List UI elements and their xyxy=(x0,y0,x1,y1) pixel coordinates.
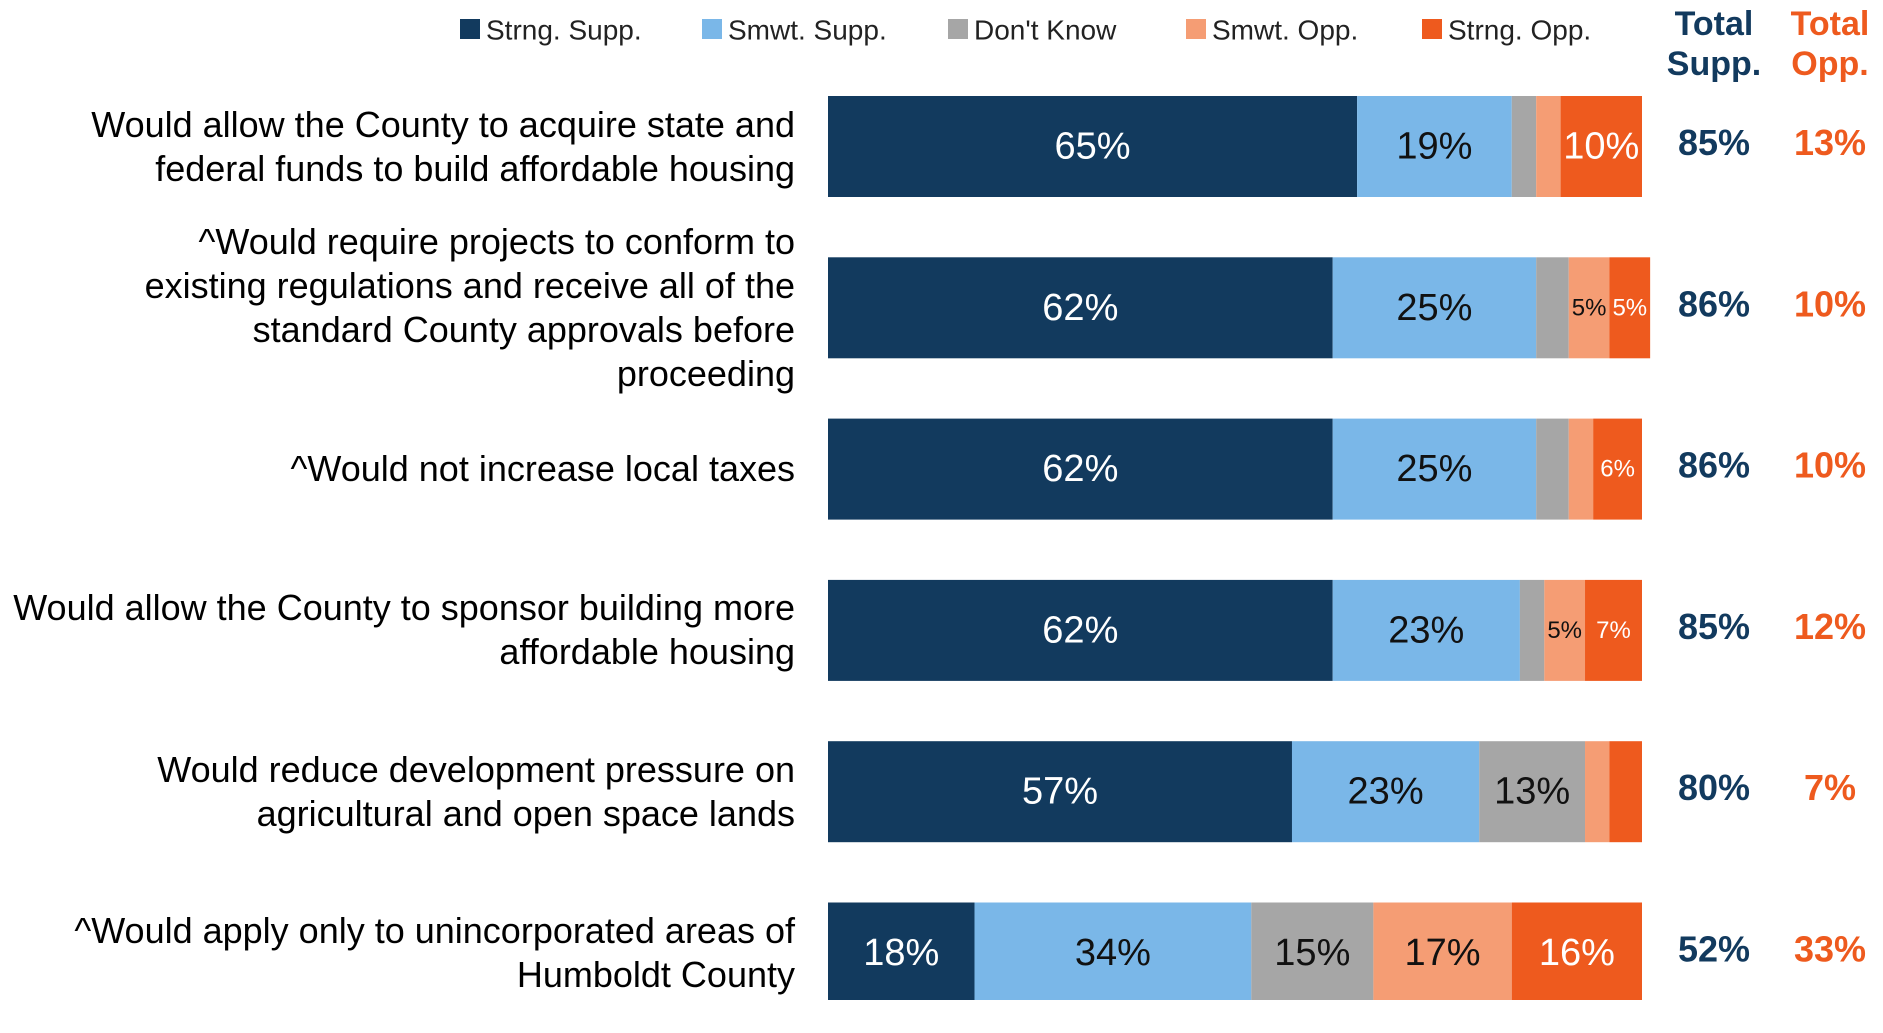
total-value: 33% xyxy=(1794,929,1866,970)
bar-segment xyxy=(1593,418,1642,520)
bar-segment xyxy=(1357,96,1512,197)
bar-segment xyxy=(1536,257,1569,359)
legend-label: Strng. Opp. xyxy=(1448,15,1591,46)
data-label: 5% xyxy=(1572,294,1607,321)
category-text: ^Would require projects to conform to ex… xyxy=(144,220,795,394)
total-header: Total Opp. xyxy=(1790,5,1870,83)
legend-swatch xyxy=(1422,19,1442,39)
bar-segment xyxy=(1511,902,1642,1000)
bar-segment xyxy=(828,418,1333,520)
data-label: 62% xyxy=(1042,609,1118,651)
bar-segment xyxy=(828,96,1358,197)
category-text: Would allow the County to sponsor buildi… xyxy=(13,587,795,673)
data-label: 65% xyxy=(1055,126,1131,168)
legend-swatch xyxy=(702,19,722,39)
total-value: 13% xyxy=(1794,122,1866,163)
total-value: 80% xyxy=(1678,767,1750,808)
category-text: Would allow the County to acquire state … xyxy=(91,103,795,189)
data-label: 23% xyxy=(1388,609,1464,651)
page: {"chart_data": { "type": "stacked-bar-ho… xyxy=(5,5,1870,1000)
category-text: ^Would apply only to unincorporated area… xyxy=(74,910,795,995)
data-label: 23% xyxy=(1348,771,1424,813)
bar-segment xyxy=(1479,741,1586,843)
total-value: 86% xyxy=(1678,283,1750,324)
total-value: 86% xyxy=(1678,445,1750,486)
data-label: 5% xyxy=(1547,617,1582,644)
legend-label: Smwt. Supp. xyxy=(728,15,887,46)
bar-segment xyxy=(1536,418,1569,520)
total-value: 85% xyxy=(1678,606,1750,647)
bar-segment xyxy=(828,741,1292,843)
bar-segment xyxy=(1544,579,1586,681)
data-label: 17% xyxy=(1405,932,1481,974)
legend-swatch xyxy=(460,19,480,39)
total-value: 12% xyxy=(1794,606,1866,647)
bar-segment xyxy=(1332,418,1537,520)
category-text: ^Would not increase local taxes xyxy=(290,448,796,490)
data-label: 25% xyxy=(1396,448,1472,490)
category-label: Would allow the County to sponsor buildi… xyxy=(5,550,795,710)
bar-segment xyxy=(1560,96,1642,197)
legend-label: Don't Know xyxy=(974,15,1117,46)
total-value: 10% xyxy=(1794,445,1866,486)
category-label: ^Would require projects to conform to ex… xyxy=(70,221,795,394)
bar-segment xyxy=(1519,579,1545,681)
category-label: Would reduce development pressure on agr… xyxy=(5,712,795,872)
data-label: 16% xyxy=(1539,932,1615,974)
category-label: Would allow the County to acquire state … xyxy=(5,67,795,227)
total-value: 52% xyxy=(1678,929,1750,970)
bar-segment xyxy=(1609,257,1651,359)
legend-swatch xyxy=(1186,19,1206,39)
bar-segment xyxy=(1585,579,1642,681)
data-label: 19% xyxy=(1396,126,1472,168)
data-label: 34% xyxy=(1075,932,1151,974)
data-label: 13% xyxy=(1494,771,1570,813)
legend-label: Strng. Supp. xyxy=(486,15,642,46)
bar-segment xyxy=(1511,96,1537,197)
bar-segment xyxy=(1332,579,1520,681)
bar-segment xyxy=(1251,902,1374,1000)
total-value: 7% xyxy=(1804,767,1856,808)
bar-segment xyxy=(828,902,975,1000)
data-label: 25% xyxy=(1396,287,1472,329)
data-label: 62% xyxy=(1042,448,1118,490)
bar-segment xyxy=(1373,902,1512,1000)
data-label: 6% xyxy=(1600,456,1635,483)
data-label: 62% xyxy=(1042,287,1118,329)
bar-segment xyxy=(1568,257,1610,359)
bar-segment xyxy=(974,902,1252,1000)
data-label: 5% xyxy=(1612,294,1647,321)
category-text: Would reduce development pressure on agr… xyxy=(157,748,795,834)
data-label: 18% xyxy=(863,932,939,974)
category-label: ^Would not increase local taxes xyxy=(5,389,796,549)
bar-segment xyxy=(1568,418,1594,520)
bar-segment xyxy=(1536,96,1561,197)
legend-swatch xyxy=(948,19,968,39)
data-label: 57% xyxy=(1022,771,1098,813)
bar-segment xyxy=(1609,741,1642,843)
bar-segment xyxy=(828,579,1333,681)
total-header: Total Supp. xyxy=(1666,5,1762,83)
total-value: 10% xyxy=(1794,283,1866,324)
data-label: 15% xyxy=(1274,932,1350,974)
data-label: 10% xyxy=(1563,126,1639,168)
category-label: ^Would apply only to unincorporated area… xyxy=(5,873,795,1033)
bar-segment xyxy=(1291,741,1480,843)
chart: Strng. Supp. Smwt. Supp. Don't Know Smwt. O… xyxy=(460,15,1866,1000)
total-value: 85% xyxy=(1678,122,1750,163)
bar-segment xyxy=(1585,741,1610,843)
legend-label: Smwt. Opp. xyxy=(1212,15,1358,46)
bar-segment xyxy=(828,257,1333,359)
bar-segment xyxy=(1332,257,1537,359)
data-label: 7% xyxy=(1596,617,1631,644)
